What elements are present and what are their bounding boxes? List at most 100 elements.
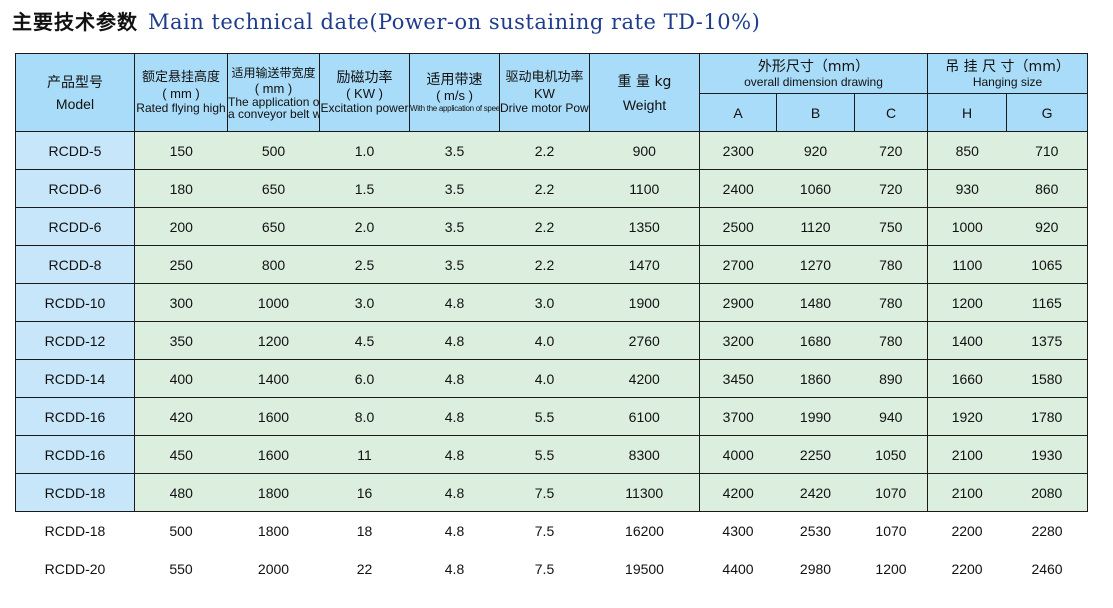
table-cell: 920 — [1006, 207, 1089, 246]
table-cell: 780 — [854, 283, 929, 322]
table-cell: 7.5 — [499, 511, 590, 550]
table-cell: 1200 — [854, 550, 928, 588]
table-cell: 1600 — [227, 397, 320, 436]
table-cell: 2100 — [927, 435, 1007, 474]
spec-table-container: 产品型号 Model 额定悬挂高度 ( mm ) Rated flying hi… — [15, 53, 1089, 588]
table-cell: 2000 — [227, 550, 320, 588]
table-cell: 2400 — [699, 169, 777, 208]
table-cell: 1200 — [927, 283, 1007, 322]
table-cell: 920 — [776, 131, 855, 170]
table-cell: 1400 — [227, 359, 320, 398]
table-cell: 350 — [134, 321, 228, 360]
table-cell: 1900 — [589, 283, 700, 322]
table-cell: 1600 — [227, 435, 320, 474]
table-cell: 16200 — [589, 511, 700, 550]
table-cell: 1050 — [854, 435, 929, 474]
table-cell: 710 — [1006, 131, 1089, 170]
table-cell: 2200 — [927, 511, 1007, 550]
table-cell: 4.5 — [319, 321, 410, 360]
table-cell: 3.0 — [319, 283, 410, 322]
table-cell: 1120 — [776, 207, 855, 246]
table-cell: 4.8 — [409, 511, 500, 550]
table-cell: 250 — [134, 245, 228, 284]
table-cell: 4000 — [699, 435, 777, 474]
table-cell: 4.0 — [499, 359, 590, 398]
table-cell: 4.8 — [409, 283, 500, 322]
table-cell: 720 — [854, 169, 929, 208]
table-cell: 1375 — [1006, 321, 1089, 360]
table-row: RCDD-6 180 650 1.5 3.5 2.2 1100 2400 1060 720 930 8… — [15, 169, 1089, 208]
table-cell: 11300 — [589, 473, 700, 512]
table-cell: 1100 — [589, 169, 700, 208]
table-cell: 3.5 — [409, 245, 500, 284]
table-cell: 1920 — [927, 397, 1007, 436]
header-belt-speed: 适用带速 ( m/s ) With the application of spe… — [409, 53, 500, 132]
table-cell: 2200 — [927, 550, 1007, 588]
page-title: 主要技术参数 Main technical date(Power-on sust… — [12, 6, 760, 40]
table-cell: 450 — [134, 435, 228, 474]
table-cell: 1350 — [589, 207, 700, 246]
cell-model: RCDD-5 — [15, 131, 135, 170]
table-cell: 780 — [854, 245, 929, 284]
table-cell: 800 — [227, 245, 320, 284]
table-cell: 3200 — [699, 321, 777, 360]
table-cell: 650 — [227, 207, 320, 246]
table-cell: 2460 — [1006, 550, 1088, 588]
table-cell: 3.5 — [409, 207, 500, 246]
table-cell: 4200 — [699, 473, 777, 512]
table-cell: 1070 — [854, 511, 928, 550]
table-cell: 1660 — [927, 359, 1007, 398]
table-cell: 1680 — [776, 321, 855, 360]
header-excitation-power: 励磁功率 ( KW ) Excitation power — [319, 53, 410, 132]
header-dim-c: C — [853, 93, 929, 132]
table-cell: 900 — [589, 131, 700, 170]
table-cell: 1000 — [227, 283, 320, 322]
table-cell: 200 — [134, 207, 228, 246]
table-cell: 2.0 — [319, 207, 410, 246]
title-english: Main technical date(Power-on sustaining … — [148, 10, 761, 34]
table-cell: 18 — [319, 511, 410, 550]
table-cell: 1065 — [1006, 245, 1089, 284]
table-cell: 1270 — [776, 245, 855, 284]
table-cell: 1580 — [1006, 359, 1089, 398]
table-cell: 2900 — [699, 283, 777, 322]
table-cell: 2760 — [589, 321, 700, 360]
table-cell: 4200 — [589, 359, 700, 398]
table-cell: 650 — [227, 169, 320, 208]
table-cell: 2250 — [776, 435, 855, 474]
header-dim-b: B — [776, 93, 855, 132]
table-cell: 850 — [927, 131, 1007, 170]
table-cell: 3700 — [699, 397, 777, 436]
cell-model: RCDD-10 — [15, 283, 135, 322]
table-header: 产品型号 Model 额定悬挂高度 ( mm ) Rated flying hi… — [15, 53, 1089, 132]
table-cell: 2500 — [699, 207, 777, 246]
table-row: RCDD-14 400 1400 6.0 4.8 4.0 4200 3450 1860 890 16… — [15, 359, 1089, 398]
table-cell: 1800 — [227, 511, 320, 550]
header-belt-width: 适用输送带宽度 ( mm ) The application of a conv… — [227, 53, 320, 132]
table-cell: 4.8 — [409, 435, 500, 474]
table-cell: 550 — [134, 550, 228, 588]
table-row: RCDD-8 250 800 2.5 3.5 2.2 1470 2700 1270 780 1100… — [15, 245, 1089, 284]
table-cell: 4400 — [699, 550, 777, 588]
header-hang-g: G — [1006, 93, 1089, 132]
cell-model: RCDD-18 — [15, 511, 135, 550]
table-cell: 150 — [134, 131, 228, 170]
table-row: RCDD-18 480 1800 16 4.8 7.5 11300 4200 2420 1070 2… — [15, 473, 1089, 512]
header-hang-h: H — [927, 93, 1008, 132]
header-weight: 重 量 kg Weight — [589, 53, 700, 132]
table-row: RCDD-20 550 2000 22 4.8 7.5 19500 4400 2980 1200 2… — [15, 550, 1088, 588]
cell-model: RCDD-18 — [15, 473, 135, 512]
table-cell: 4.8 — [409, 397, 500, 436]
cell-model: RCDD-20 — [15, 550, 135, 588]
table-cell: 7.5 — [499, 550, 590, 588]
table-cell: 3.5 — [409, 131, 500, 170]
cell-model: RCDD-6 — [15, 207, 135, 246]
table-cell: 4300 — [699, 511, 777, 550]
table-cell: 1470 — [589, 245, 700, 284]
table-cell: 890 — [854, 359, 929, 398]
table-body: RCDD-5 150 500 1.0 3.5 2.2 900 2300 920 720 850 710… — [15, 131, 1089, 588]
table-cell: 1070 — [854, 473, 929, 512]
table-cell: 3450 — [699, 359, 777, 398]
table-cell: 2530 — [776, 511, 855, 550]
cell-model: RCDD-8 — [15, 245, 135, 284]
